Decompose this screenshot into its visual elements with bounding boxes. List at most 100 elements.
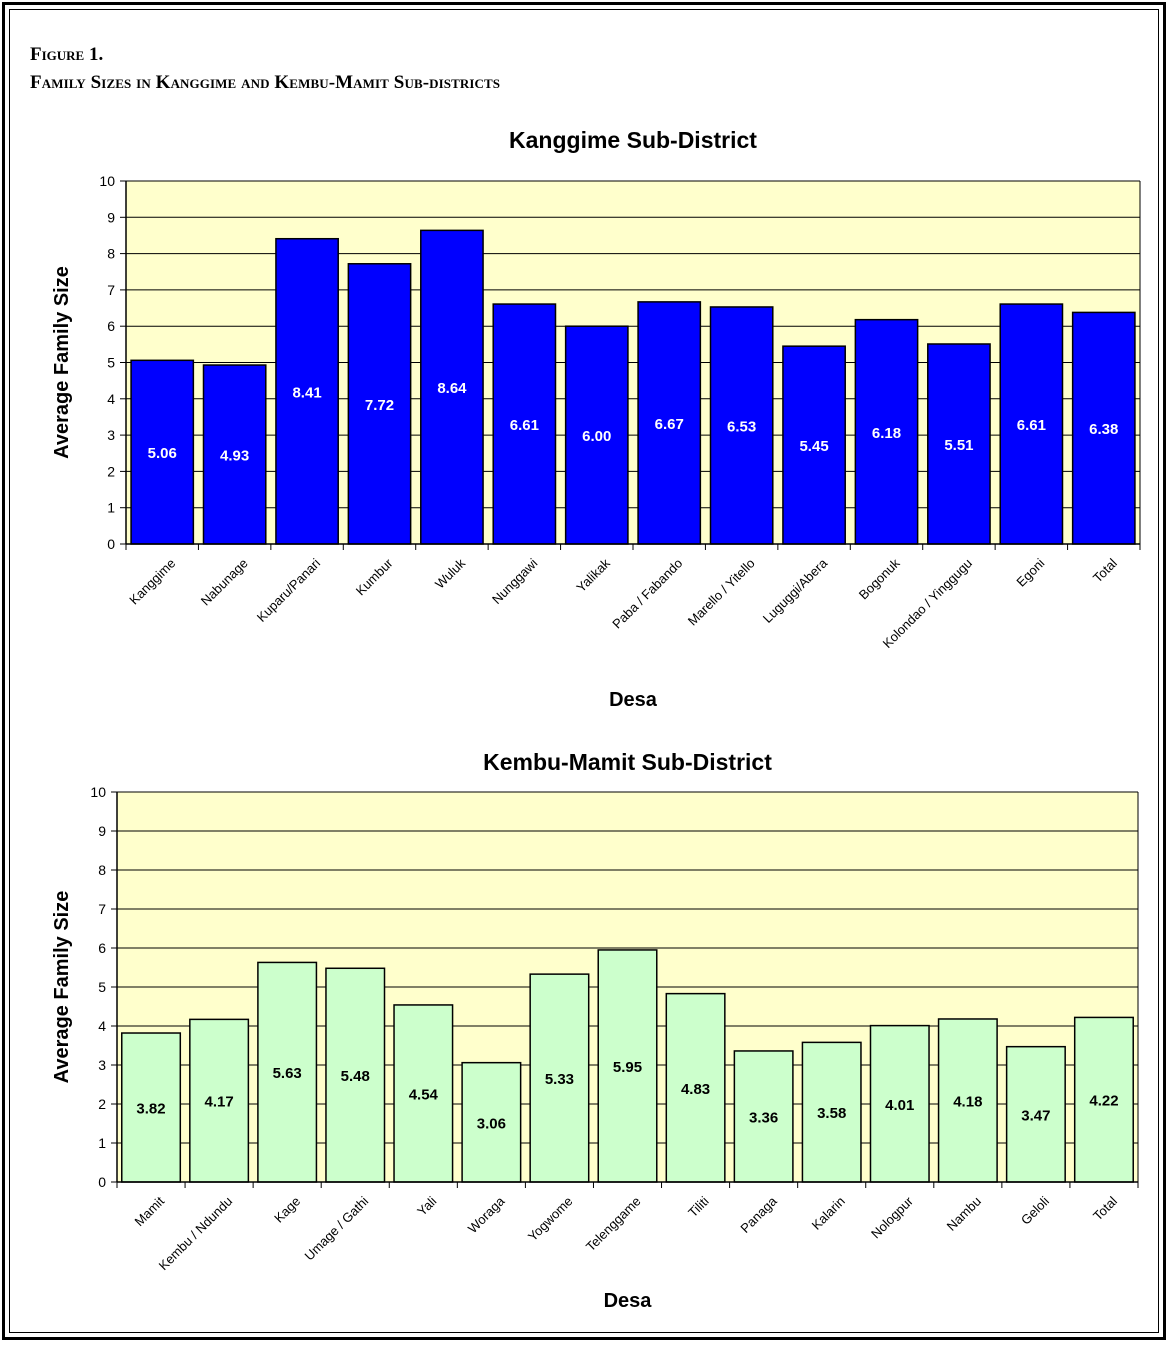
bar [1073, 1016, 1134, 1183]
bar [393, 1004, 454, 1183]
x-category-label: Umage / Gathi [301, 1193, 371, 1263]
data-label: 5.48 [341, 1068, 370, 1085]
data-label: 7.72 [365, 397, 394, 414]
y-tick-label: 2 [107, 463, 115, 479]
x-category-label: Bogonuk [856, 555, 903, 602]
bar [564, 325, 629, 545]
x-category-label: Kumbur [353, 555, 396, 598]
bar [492, 303, 557, 545]
x-category-label: Mamit [132, 1193, 168, 1229]
bar [854, 318, 919, 545]
x-category-label: Tiliti [685, 1193, 712, 1220]
bar [999, 303, 1064, 545]
y-tick-label: 7 [98, 901, 106, 917]
y-tick-label: 0 [98, 1174, 106, 1190]
data-label: 5.51 [944, 437, 973, 454]
data-label: 4.17 [204, 1094, 233, 1111]
data-label: 8.41 [292, 384, 321, 401]
y-tick-label: 3 [98, 1057, 106, 1073]
data-label: 4.22 [1089, 1093, 1118, 1110]
data-label: 3.82 [136, 1101, 165, 1118]
x-category-label: Paba / Fabando [609, 556, 685, 632]
bar [733, 1050, 794, 1183]
bar [665, 992, 726, 1183]
data-label: 5.95 [613, 1059, 642, 1076]
y-tick-label: 7 [107, 282, 115, 298]
bar [927, 343, 991, 545]
x-axis-title: Desa [609, 689, 658, 711]
data-label: 3.47 [1021, 1107, 1050, 1124]
x-category-label: Wuluk [432, 555, 468, 591]
kembu-mamit-bar-chart: Kembu-Mamit Sub-District 0 1 2 3 4 5 6 7 8 9 10 3.82… [51, 749, 1139, 1312]
data-label: 5.33 [545, 1071, 574, 1088]
figure-label: Figure 1. [30, 44, 104, 65]
x-category-label: Nologpur [868, 1193, 916, 1241]
bar [782, 345, 846, 545]
x-category-label: Woraga [465, 1193, 508, 1236]
data-label: 3.06 [477, 1115, 506, 1132]
x-category-label: Kuparu/Panari [254, 555, 323, 624]
bar [202, 364, 267, 545]
y-tick-label: 0 [107, 536, 115, 552]
data-label: 5.06 [148, 445, 177, 462]
x-category-label: Nambu [944, 1194, 984, 1234]
y-tick-label: 3 [107, 427, 115, 443]
data-label: 5.45 [799, 438, 828, 455]
figure-inner-frame [9, 9, 1159, 1333]
data-label: 4.01 [885, 1097, 914, 1114]
x-category-label: Telenggame [583, 1194, 644, 1255]
x-category-label: Panaga [737, 1193, 780, 1236]
y-tick-label: 1 [107, 500, 115, 516]
bar [709, 306, 774, 545]
y-tick-label: 5 [107, 355, 115, 371]
bar [1071, 311, 1136, 545]
y-tick-label: 10 [99, 173, 115, 189]
x-category-label: Yogwome [525, 1194, 576, 1245]
bar [529, 973, 590, 1183]
bar [130, 359, 195, 545]
y-tick-label: 6 [107, 318, 115, 334]
bar [1005, 1045, 1066, 1183]
bar [801, 1041, 862, 1183]
data-label: 6.18 [872, 425, 901, 442]
data-label: 4.93 [220, 448, 249, 465]
x-category-label: Marello / Yitello [685, 556, 758, 629]
x-category-label: Total [1090, 1193, 1120, 1223]
data-label: 6.38 [1089, 421, 1118, 438]
data-label: 4.83 [681, 1081, 710, 1098]
x-category-label: Nabunage [198, 556, 251, 609]
bar [637, 301, 702, 545]
y-tick-label: 4 [98, 1018, 106, 1034]
x-category-label: Egoni [1013, 555, 1047, 589]
bar [461, 1061, 522, 1183]
kanggime-bar-chart: Kanggime Sub-District 0 1 2 3 4 5 6 7 8 9 10 5.06 4.9… [51, 127, 1141, 711]
y-tick-label: 8 [107, 246, 115, 262]
x-category-label: Kembu / Ndundu [156, 1194, 236, 1274]
y-tick-label: 5 [98, 979, 106, 995]
data-label: 6.61 [510, 417, 539, 434]
y-tick-label: 9 [98, 823, 106, 839]
bar [869, 1024, 930, 1183]
bar [597, 949, 658, 1183]
y-tick-label: 9 [107, 209, 115, 225]
data-label: 6.00 [582, 428, 611, 445]
bar [420, 229, 484, 545]
data-label: 6.53 [727, 418, 756, 435]
data-label: 3.58 [817, 1105, 846, 1122]
x-category-label: Luguggi/Abera [760, 555, 831, 626]
y-tick-label: 8 [98, 862, 106, 878]
y-tick-label: 6 [98, 940, 106, 956]
data-label: 3.36 [749, 1109, 778, 1126]
chart-title: Kembu-Mamit Sub-District [483, 749, 772, 775]
x-category-label: Yalikak [573, 555, 613, 595]
x-category-label: Kalarin [809, 1194, 848, 1233]
data-label: 5.63 [273, 1065, 302, 1082]
y-axis-title: Average Family Size [51, 891, 73, 1084]
y-axis-title: Average Family Size [51, 266, 73, 459]
bar [325, 967, 386, 1183]
x-category-label: Total [1090, 555, 1120, 585]
y-tick-label: 10 [90, 784, 106, 800]
data-label: 6.61 [1017, 417, 1046, 434]
data-label: 6.67 [655, 416, 684, 433]
